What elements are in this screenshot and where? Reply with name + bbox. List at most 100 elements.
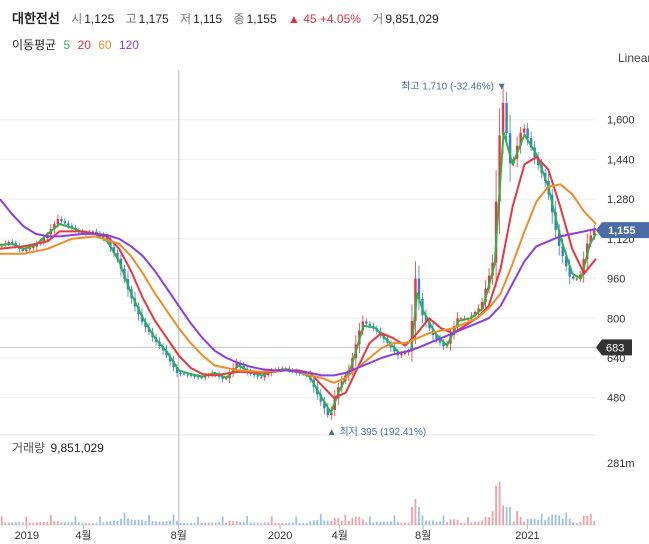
close-value: 1,155 — [246, 12, 277, 26]
volume-bar — [158, 521, 161, 525]
candle-body — [561, 245, 564, 257]
volume-bar — [113, 520, 115, 525]
volume-bar — [95, 522, 98, 525]
candle-body — [186, 374, 189, 376]
volume-bar — [558, 515, 561, 525]
volume-bar — [144, 521, 147, 525]
volume-bar — [316, 520, 319, 525]
volume-bar — [411, 506, 413, 525]
volume-bar — [484, 517, 487, 525]
volume-bar — [491, 511, 494, 525]
candle-body — [522, 128, 526, 133]
candle-body — [172, 361, 175, 368]
volume-bar — [333, 517, 336, 525]
volume-bar — [361, 519, 364, 525]
volume-bar — [67, 522, 70, 525]
volume-bar — [197, 516, 199, 525]
volume-bar — [253, 522, 256, 525]
volume-bar — [305, 522, 308, 525]
reference-price-tag — [596, 339, 632, 356]
candle-body — [259, 376, 263, 378]
volume-bar — [28, 522, 31, 525]
moving-average-legend[interactable]: 이동평균 5 20 60 120 — [12, 36, 143, 53]
volume-bar — [204, 522, 206, 525]
volume-bar — [260, 522, 263, 525]
open-value: 1,125 — [84, 12, 115, 26]
volume-bar — [463, 523, 466, 525]
candle-body — [235, 362, 238, 369]
candle-body — [589, 235, 592, 244]
y-tick-label: 1,280 — [607, 194, 635, 206]
volume-bar — [106, 521, 108, 525]
volume-bar — [495, 485, 497, 525]
volume-bar — [312, 520, 315, 525]
volume-bar — [432, 520, 434, 525]
candle-body — [95, 231, 98, 234]
volume-bar — [575, 523, 578, 525]
volume-bar — [134, 519, 136, 525]
volume-bar — [214, 522, 217, 525]
ma-line-120 — [0, 198, 597, 377]
y-tick-label: 480 — [607, 393, 625, 405]
volume-bar — [141, 520, 143, 525]
volume-bar — [393, 515, 396, 525]
volume-bar — [18, 522, 21, 525]
candle-body — [505, 102, 508, 134]
candle-body — [424, 315, 428, 322]
volume-bar — [368, 516, 371, 525]
volume-bar — [400, 522, 403, 525]
y-tick-label: 1,600 — [607, 115, 635, 127]
volume-bar — [337, 518, 340, 525]
scale-mode-toggle[interactable]: Linear — [618, 51, 649, 65]
candle-body — [508, 133, 512, 164]
volume-bar — [200, 522, 203, 525]
change-value: ▲ 45 +4.05% — [287, 12, 361, 26]
volume-bar — [11, 522, 14, 525]
reference-price-label: 683 — [606, 342, 624, 354]
candle-body — [568, 266, 571, 277]
volume-bar — [291, 522, 294, 525]
volume-bar — [137, 519, 140, 525]
volume-bar — [42, 522, 45, 525]
volume-bar — [533, 518, 536, 525]
low-label: 저 — [180, 12, 192, 26]
candle-body — [579, 274, 582, 279]
volume-bar — [435, 521, 438, 525]
volume-bar — [537, 519, 540, 525]
volume-bar — [354, 516, 357, 525]
ma-legend-20: 20 — [77, 38, 91, 52]
y-tick-label: 1,440 — [607, 154, 635, 166]
candle-body — [267, 373, 270, 376]
volume-bar — [63, 522, 66, 525]
volume-bar — [474, 521, 476, 525]
volume-bar — [298, 522, 301, 525]
volume-bar — [92, 522, 94, 525]
volume-bar — [239, 522, 242, 525]
volume-bar — [109, 520, 112, 525]
volume-bar — [372, 522, 375, 525]
volume-bar — [277, 522, 280, 525]
volume-bar — [467, 517, 469, 525]
volume-bar — [551, 514, 554, 525]
ma-legend-label: 이동평균 — [12, 38, 57, 52]
volume-bar — [155, 521, 157, 525]
x-tick-label: 4월 — [75, 529, 91, 542]
volume-bar — [418, 506, 420, 525]
volume-bar — [270, 516, 273, 525]
volume-bar — [323, 520, 326, 525]
candle-body — [28, 248, 31, 250]
volume-bar — [172, 514, 175, 525]
volume-bar — [498, 481, 501, 525]
ma-line-20 — [0, 156, 597, 399]
volume-bar — [505, 506, 508, 525]
volume-bar — [554, 514, 557, 525]
volume-bar — [88, 522, 91, 525]
volume-value: 9,851,029 — [385, 12, 439, 26]
candle-body — [529, 137, 533, 148]
volume-bar — [460, 523, 462, 525]
candle-body — [189, 375, 193, 377]
volume-bar — [309, 521, 312, 525]
y-tick-label: 640 — [607, 353, 625, 365]
volume-bar — [442, 515, 445, 525]
